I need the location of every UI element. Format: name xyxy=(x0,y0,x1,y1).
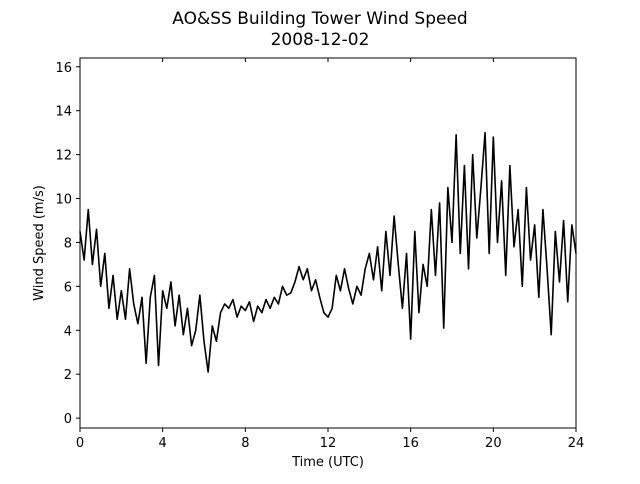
y-tick-label: 4 xyxy=(64,324,72,339)
y-tick-label: 14 xyxy=(55,105,72,120)
data-line xyxy=(79,131,577,373)
x-tick-label: 8 xyxy=(241,436,249,451)
chart-title: AO&SS Building Tower Wind Speed xyxy=(172,9,467,29)
y-tick-label: 2 xyxy=(64,368,72,383)
y-tick-label: 10 xyxy=(55,193,72,208)
y-tick-label: 0 xyxy=(64,412,72,427)
x-tick-label: 0 xyxy=(76,436,84,451)
x-tick-label: 20 xyxy=(485,436,502,451)
plot-frame xyxy=(79,57,577,429)
y-tick-label: 8 xyxy=(64,236,72,251)
x-tick-label: 16 xyxy=(402,436,419,451)
y-tick-label: 16 xyxy=(55,61,72,76)
x-tick-label: 12 xyxy=(320,436,337,451)
y-axis-label: Wind Speed (m/s) xyxy=(32,185,47,301)
y-tick-label: 6 xyxy=(64,280,72,295)
x-tick-label: 4 xyxy=(159,436,167,451)
chart-subtitle: 2008-12-02 xyxy=(271,30,370,50)
y-tick-label: 12 xyxy=(55,149,72,164)
x-axis-label: Time (UTC) xyxy=(291,455,364,470)
x-tick-label: 24 xyxy=(568,436,585,451)
